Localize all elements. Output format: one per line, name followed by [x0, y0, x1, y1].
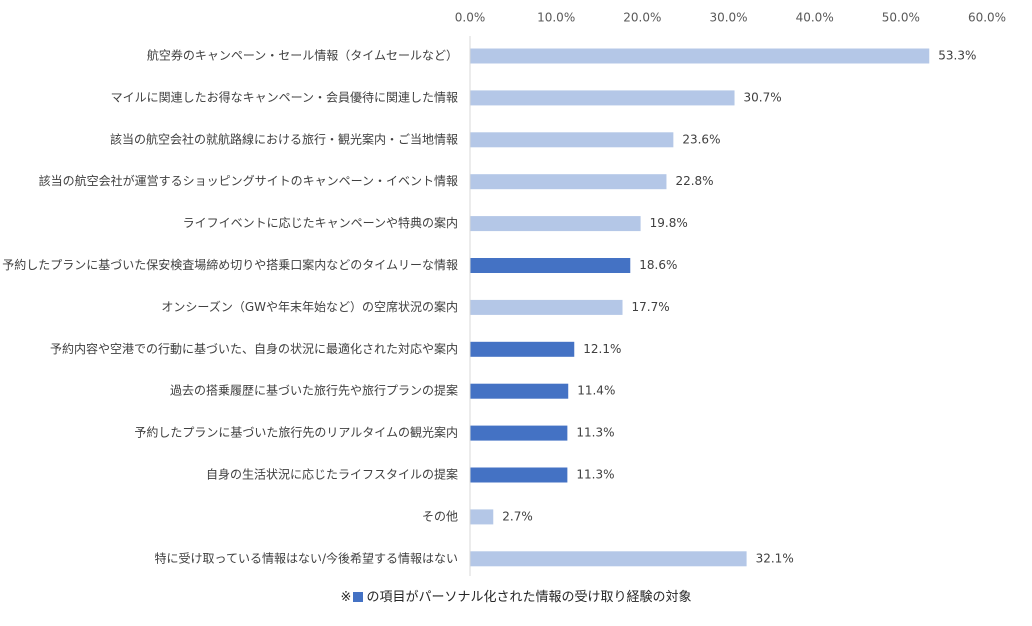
- category-label: その他: [422, 509, 458, 523]
- bar-highlighted: [470, 383, 569, 399]
- category-label: 自身の生活状況に応じたライフスタイルの提案: [206, 467, 458, 482]
- category-label: 航空券のキャンペーン・セール情報（タイムセールなど）: [147, 48, 458, 63]
- x-tick-label: 50.0%: [882, 11, 920, 25]
- data-label: 19.8%: [650, 216, 688, 230]
- bar: [470, 551, 747, 567]
- data-label: 11.4%: [577, 384, 615, 398]
- category-label: マイルに関連したお得なキャンペーン・会員優待に関連した情報: [111, 89, 458, 104]
- category-label: 該当の航空会社が運営するショッピングサイトのキャンペーン・イベント情報: [39, 173, 458, 188]
- data-label: 11.3%: [576, 426, 614, 440]
- category-label: オンシーズン（GWや年末年始など）の空席状況の案内: [161, 299, 458, 314]
- data-label: 18.6%: [639, 258, 677, 272]
- data-label: 23.6%: [682, 132, 720, 146]
- x-tick-label: 60.0%: [968, 11, 1006, 25]
- data-label: 22.8%: [675, 174, 713, 188]
- category-label: 過去の搭乗履歴に基づいた旅行先や旅行プランの提案: [170, 383, 458, 398]
- bar-highlighted: [470, 425, 568, 441]
- x-tick-label: 40.0%: [796, 11, 834, 25]
- footnote-text: の項目がパーソナル化された情報の受け取り経験の対象: [366, 590, 692, 605]
- category-label: 特に受け取っている情報はない/今後希望する情報はない: [155, 550, 458, 565]
- bar-highlighted: [470, 258, 631, 273]
- category-label: 該当の航空会社の就航路線における旅行・観光案内・ご当地情報: [110, 131, 458, 146]
- bar-highlighted: [470, 341, 575, 357]
- footnote: ※ の項目がパーソナル化された情報の受け取り経験の対象: [0, 586, 1032, 605]
- footnote-prefix: ※: [340, 590, 352, 605]
- data-label: 30.7%: [744, 90, 782, 104]
- footnote-marker: [353, 592, 364, 602]
- category-label: ライフイベントに応じたキャンペーンや特典の案内: [183, 215, 458, 230]
- x-axis-ticks: 0.0% 10.0% 20.0% 30.0% 40.0% 50.0% 60.0%: [455, 11, 1006, 25]
- data-label: 11.3%: [576, 468, 614, 482]
- bar-chart: 0.0% 10.0% 20.0% 30.0% 40.0% 50.0% 60.0% 航空券のキ…: [2, 11, 1006, 576]
- bar: [470, 509, 494, 525]
- category-label: 予約内容や空港での行動に基づいた、自身の状況に最適化された対応や案内: [50, 341, 458, 356]
- bar: [470, 48, 930, 64]
- data-label: 17.7%: [632, 300, 670, 314]
- bar-highlighted: [470, 467, 568, 483]
- category-label: 予約したプランに基づいた保安検査場締め切りや搭乗口案内などのタイムリーな情報: [2, 257, 458, 272]
- bar: [470, 90, 735, 106]
- data-label: 53.3%: [938, 49, 976, 63]
- x-tick-label: 20.0%: [623, 11, 661, 25]
- bar: [470, 132, 674, 148]
- bar: [470, 174, 667, 190]
- x-tick-label: 0.0%: [455, 11, 486, 25]
- bar: [470, 299, 623, 315]
- data-label: 32.1%: [756, 551, 794, 565]
- data-label: 2.7%: [502, 509, 533, 523]
- data-label: 12.1%: [583, 342, 621, 356]
- category-label: 予約したプランに基づいた旅行先のリアルタイムの観光案内: [134, 425, 458, 440]
- x-tick-label: 30.0%: [709, 11, 747, 25]
- x-tick-label: 10.0%: [537, 11, 575, 25]
- bars: 航空券のキャンペーン・セール情報（タイムセールなど） 53.3% マイルに関連したお…: [2, 48, 976, 567]
- bar: [470, 216, 641, 232]
